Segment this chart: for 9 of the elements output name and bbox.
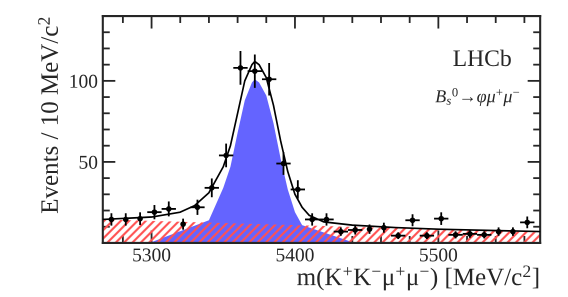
x-tick-label: 5500: [420, 248, 458, 262]
annotation: B$_{s}$$^{0}$→φμ$^{+}$μ$^{−}$: [435, 88, 520, 106]
annotation: LHCb: [453, 50, 511, 66]
x-tick-label: 5400: [276, 248, 314, 262]
y-tick-label: 50: [80, 156, 98, 169]
y-tick-label: 100: [70, 74, 98, 88]
text: m(K$^{+}$K$^{−}$μ$^{+}$μ$^{−}$) [MeV/c$^{2}$]: [297, 265, 538, 290]
x-tick-label: 5300: [133, 248, 170, 262]
y-axis-title: Events / 10 MeV/c$^{2}$: [38, 18, 58, 214]
